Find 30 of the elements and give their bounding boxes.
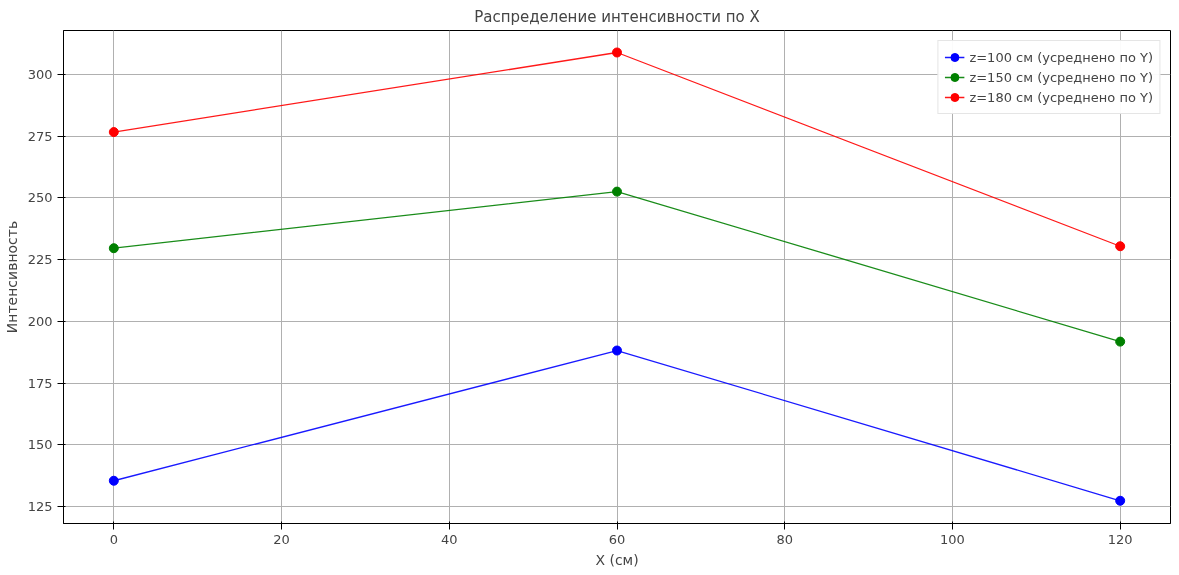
point (612, 186, 622, 197)
point (1115, 336, 1126, 347)
chart-title: Распределение интенсивности по X (474, 7, 760, 26)
x-tick-label: 20 (273, 531, 290, 547)
y-tick-label: 225 (27, 252, 53, 268)
legend-label: z=100 см (усреднено по Y) (969, 49, 1153, 65)
point (1115, 495, 1126, 506)
x-tick-label: 40 (441, 531, 458, 547)
point (612, 47, 622, 58)
y-tick-label: 175 (27, 375, 53, 391)
point (108, 127, 119, 138)
legend-label: z=180 см (усреднено по Y) (969, 89, 1153, 105)
x-tick-label: 0 (109, 531, 118, 547)
x-tick-label: 100 (940, 531, 965, 547)
point (108, 475, 119, 486)
x-axis-title: X (см) (595, 551, 639, 568)
legend-label: z=150 см (усреднено по Y) (969, 69, 1153, 85)
x-tick-label: 120 (1107, 531, 1133, 547)
x-tick-label: 80 (776, 531, 793, 547)
y-tick-label: 300 (27, 66, 53, 82)
y-tick-label: 200 (27, 313, 53, 329)
y-tick-label: 250 (27, 190, 53, 206)
y-tick-label: 125 (27, 499, 53, 515)
point (612, 345, 622, 356)
point (108, 243, 119, 254)
point (1115, 241, 1126, 252)
y-axis-title: Интенсивность (3, 220, 20, 334)
x-tick-label: 60 (608, 531, 626, 547)
y-tick-label: 150 (27, 437, 53, 453)
y-tick-label: 275 (27, 128, 53, 144)
